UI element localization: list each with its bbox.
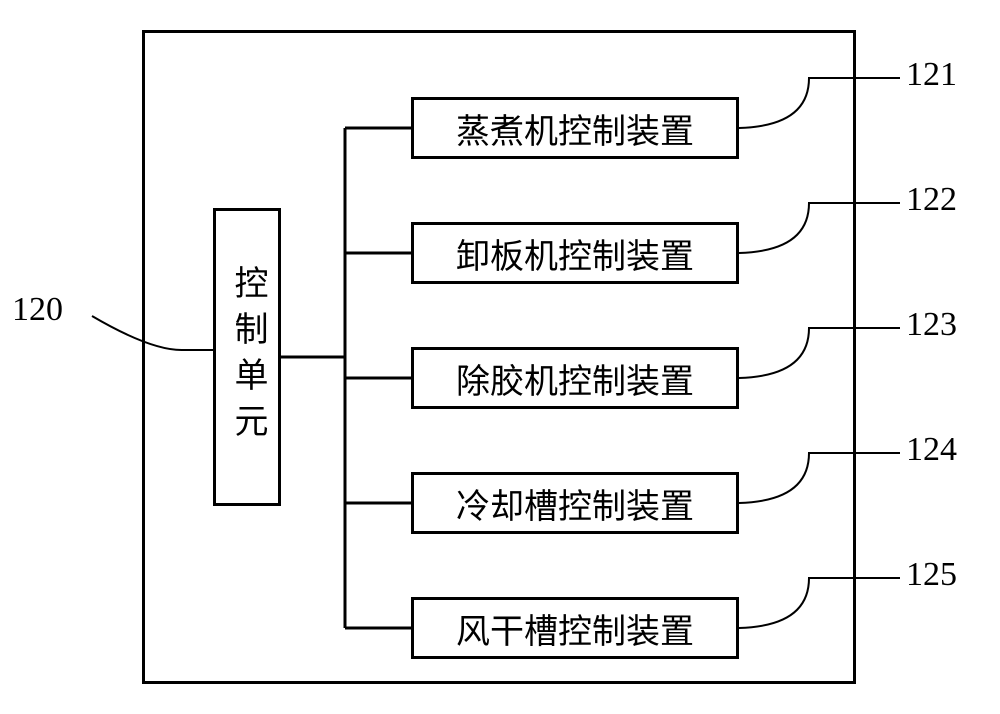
control-unit-label: 控制单元	[230, 265, 264, 449]
ref-label-125: 125	[906, 556, 957, 594]
device-box-4: 冷却槽控制装置	[411, 472, 739, 534]
ref-label-122: 122	[906, 181, 957, 219]
device-box-3: 除胶机控制装置	[411, 347, 739, 409]
control-unit-box: 控制单元	[213, 208, 281, 506]
device-box-2: 卸板机控制装置	[411, 222, 739, 284]
device-box-5: 风干槽控制装置	[411, 597, 739, 659]
ref-label-123: 123	[906, 306, 957, 344]
ref-label-control-unit: 120	[12, 291, 63, 329]
ref-label-121: 121	[906, 56, 957, 94]
ref-label-124: 124	[906, 431, 957, 469]
device-box-1: 蒸煮机控制装置	[411, 97, 739, 159]
diagram-canvas: 控制单元 120 蒸煮机控制装置 121 卸板机控制装置 122 除胶机控制装置 123 冷…	[0, 0, 1000, 714]
